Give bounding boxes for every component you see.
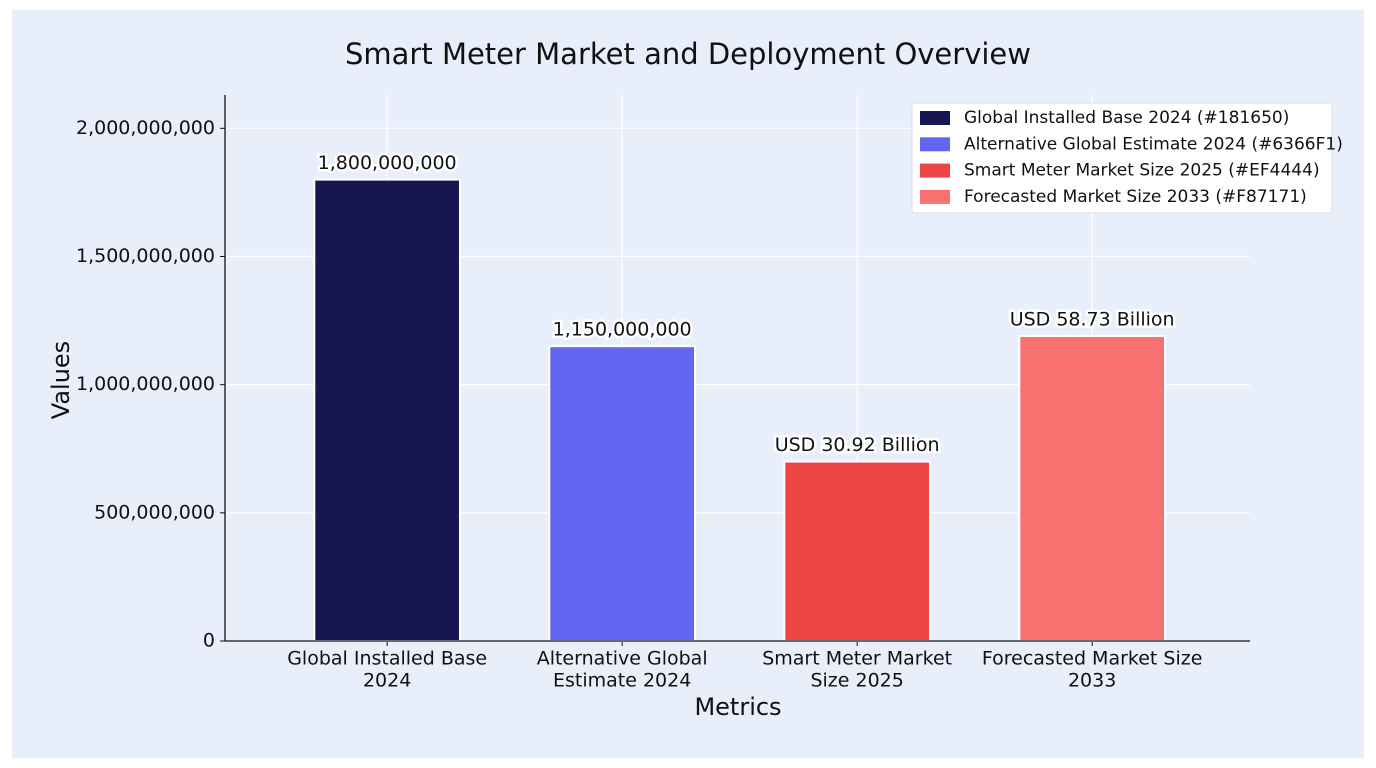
legend-swatch bbox=[920, 163, 950, 178]
legend-swatch bbox=[920, 189, 950, 204]
legend-label: Alternative Global Estimate 2024 (#6366F… bbox=[964, 134, 1343, 154]
y-axis-label: Values bbox=[47, 341, 75, 419]
x-tick-label: Alternative Global bbox=[537, 648, 708, 670]
bar-label: 1,800,000,000 bbox=[318, 152, 457, 174]
y-tick-label: 500,000,000 bbox=[94, 501, 215, 523]
y-tick-label: 2,000,000,000 bbox=[76, 117, 215, 139]
x-axis-label: Metrics bbox=[694, 693, 781, 721]
legend-box bbox=[911, 102, 1333, 214]
x-tick-label: Smart Meter Market bbox=[762, 648, 952, 670]
legend-swatch bbox=[920, 111, 950, 125]
x-tick-label: Size 2025 bbox=[810, 670, 903, 692]
bar bbox=[783, 460, 931, 642]
x-tick-label: Estimate 2024 bbox=[553, 670, 691, 692]
bar bbox=[548, 345, 696, 642]
y-tick-label: 1,000,000,000 bbox=[76, 373, 215, 395]
bar-label: USD 30.92 Billion bbox=[775, 434, 940, 456]
x-tick-label: Forecasted Market Size bbox=[982, 648, 1203, 670]
y-tick-label: 0 bbox=[203, 630, 215, 652]
y-tick-label: 1,500,000,000 bbox=[76, 245, 215, 267]
x-tick-label: Global Installed Base bbox=[287, 648, 487, 670]
bar bbox=[313, 178, 461, 642]
chart-title: Smart Meter Market and Deployment Overvi… bbox=[345, 37, 1031, 71]
legend-label: Global Installed Base 2024 (#181650) bbox=[964, 108, 1289, 128]
bar bbox=[1018, 334, 1166, 642]
bar-label: USD 58.73 Billion bbox=[1010, 308, 1175, 330]
bar-label: 1,150,000,000 bbox=[553, 319, 692, 341]
x-tick-label: 2033 bbox=[1068, 670, 1116, 692]
legend-label: Smart Meter Market Size 2025 (#EF4444) bbox=[964, 161, 1320, 181]
legend-label: Forecasted Market Size 2033 (#F87171) bbox=[964, 187, 1307, 207]
legend-swatch bbox=[920, 137, 950, 152]
x-tick-label: 2024 bbox=[363, 670, 411, 692]
